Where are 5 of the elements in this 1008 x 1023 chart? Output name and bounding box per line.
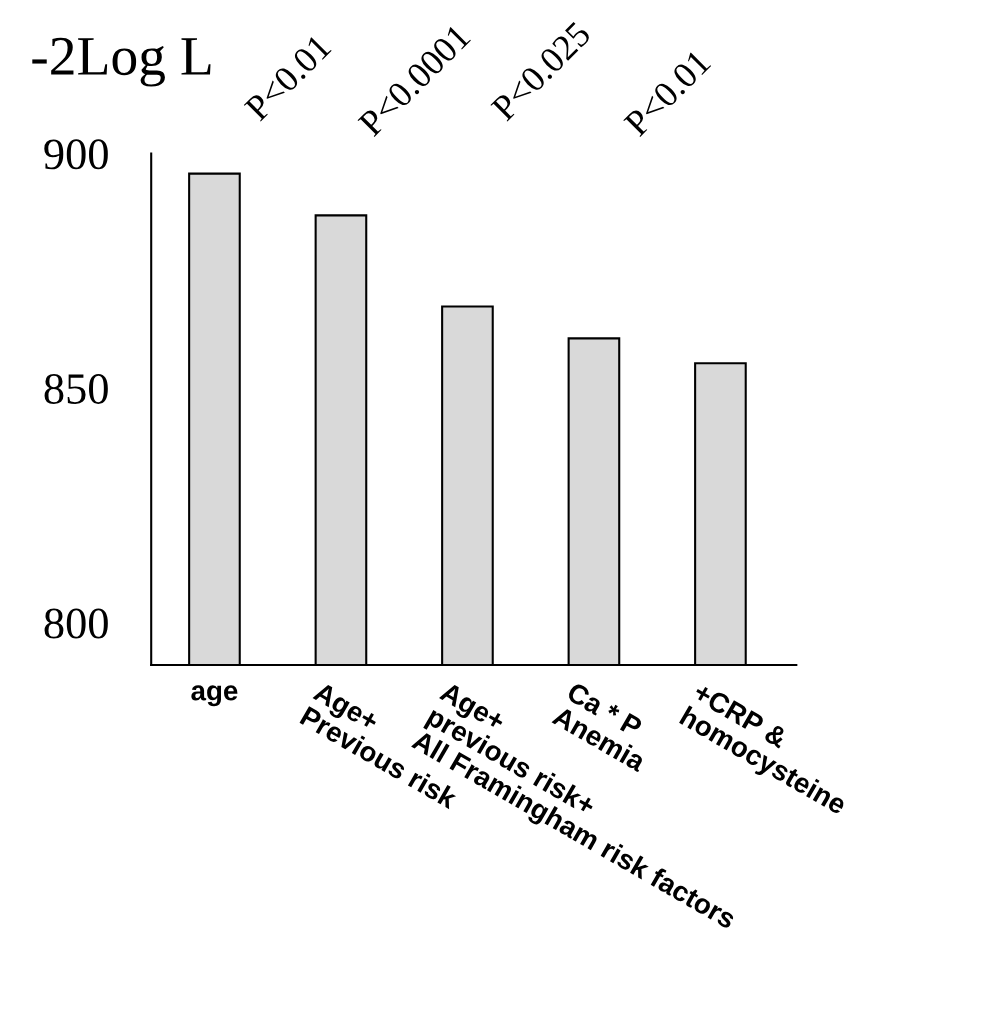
y-tick-label: 800 <box>44 608 108 639</box>
y-tick-label: 850 <box>44 373 108 404</box>
x-tick-label: age <box>191 685 238 707</box>
chart-title: -2Log L <box>32 37 211 87</box>
y-tick-label: 900 <box>44 139 108 170</box>
